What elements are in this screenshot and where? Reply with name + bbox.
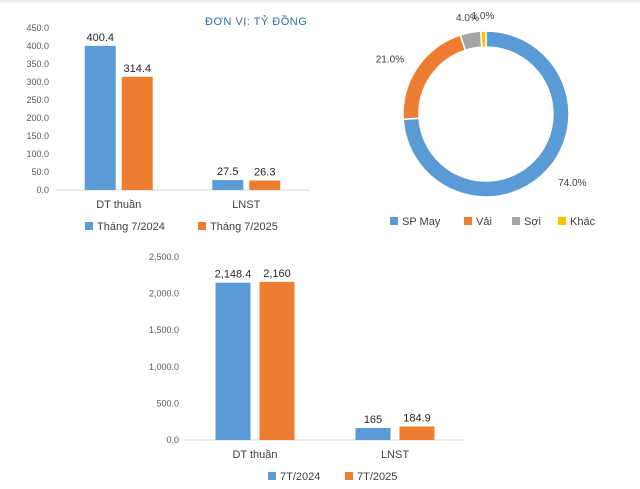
slice-label: 4.0% — [456, 13, 479, 24]
y-tick-label: 350.0 — [26, 59, 49, 69]
category-label: LNST — [232, 199, 260, 211]
y-tick-label: 50.0 — [31, 167, 49, 177]
bar — [212, 180, 244, 190]
category-label: LNST — [381, 449, 409, 461]
donut-slice — [402, 30, 570, 198]
legend-label: SP May — [402, 216, 441, 228]
y-tick-label: 200.0 — [26, 113, 49, 123]
data-label: 2,160 — [263, 268, 291, 280]
legend-swatch — [268, 472, 276, 480]
donut-slice — [402, 34, 467, 121]
y-tick-label: 1,500.0 — [149, 325, 179, 335]
data-label: 26.3 — [254, 167, 275, 179]
data-label: 400.4 — [86, 32, 114, 44]
legend-label: Tháng 7/2025 — [210, 221, 278, 233]
y-tick-label: 0.0 — [166, 435, 179, 445]
y-tick-label: 500.0 — [156, 398, 179, 408]
y-tick-label: 2,500.0 — [149, 252, 179, 262]
y-tick-label: 1,000.0 — [149, 362, 179, 372]
bar — [215, 282, 251, 440]
seven-month-bar-chart: 0.0 500.0 1,000.0 1,500.0 2,000.0 2,500.0 2,14… — [149, 252, 465, 483]
bar — [84, 45, 116, 190]
data-label: 165 — [364, 414, 382, 426]
legend-swatch — [464, 217, 472, 225]
y-tick-label: 300.0 — [26, 77, 49, 87]
legend-swatch — [345, 472, 353, 480]
legend-swatch — [198, 222, 206, 230]
legend-swatch — [558, 217, 566, 225]
y-tick-label: 2,000.0 — [149, 289, 179, 299]
legend-label: Vải — [476, 216, 492, 228]
legend-label: Khác — [570, 216, 596, 228]
y-tick-label: 250.0 — [26, 95, 49, 105]
slice-label: 74.0% — [558, 178, 586, 189]
data-label: 314.4 — [123, 63, 151, 75]
legend-swatch — [85, 222, 93, 230]
donut-slice — [479, 30, 487, 48]
legend-swatch — [390, 217, 398, 225]
legend-label: Tháng 7/2024 — [97, 221, 165, 233]
bar — [249, 180, 281, 190]
slice-label: 21.0% — [376, 54, 404, 65]
bar — [355, 427, 391, 440]
y-tick-label: 450.0 — [26, 23, 49, 33]
y-tick-label: 150.0 — [26, 131, 49, 141]
data-label: 184.9 — [403, 412, 431, 424]
slice-label: 1.0% — [471, 11, 494, 22]
category-label: DT thuần — [96, 199, 141, 211]
y-tick-label: 0.0 — [36, 185, 49, 195]
unit-label: ĐƠN VỊ: TỶ ĐỒNG — [205, 16, 308, 28]
data-label: 2,148.4 — [215, 269, 252, 281]
bar — [399, 426, 435, 440]
y-tick-label: 400.0 — [26, 41, 49, 51]
bar — [121, 76, 153, 190]
top-strip — [0, 0, 640, 6]
legend-label: 7T/2024 — [280, 471, 320, 483]
legend-swatch — [512, 217, 520, 225]
category-label: DT thuần — [232, 449, 277, 461]
legend-label: 7T/2025 — [357, 471, 397, 483]
revenue-share-donut-chart: 74.0% 21.0% 4.0%1.0% SP May Vải Sợi Khác — [376, 11, 596, 228]
bar — [259, 281, 295, 440]
monthly-bar-chart: 0.0 50.0 100.0 150.0 200.0 250.0 300.0 350.0 400… — [26, 23, 310, 233]
legend-label: Sợi — [524, 216, 541, 228]
data-label: 27.5 — [217, 166, 238, 178]
y-tick-label: 100.0 — [26, 149, 49, 159]
